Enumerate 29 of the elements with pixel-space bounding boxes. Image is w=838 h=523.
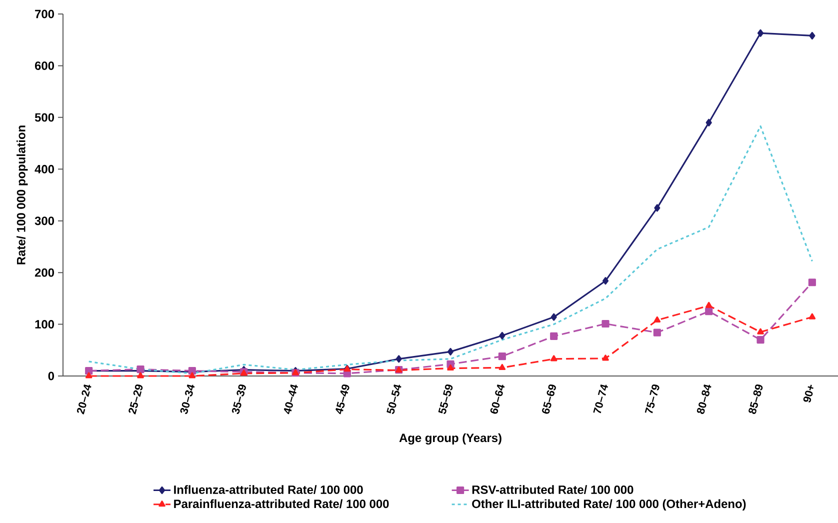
y-tick-label: 300 <box>34 216 54 226</box>
x-tick-label: 40–44 <box>284 384 298 414</box>
x-tick-label: 45–49 <box>336 384 350 414</box>
y-tick-label: 100 <box>35 320 54 329</box>
x-tick-label: 30–34 <box>180 384 195 414</box>
y-tick-label: 600 <box>34 61 54 70</box>
x-tick-label: 85–89 <box>748 384 763 414</box>
y-axis-title: Rate/ 100 000 population <box>16 126 28 264</box>
y-tick-label: 0 <box>48 372 54 380</box>
x-tick-label: 75–79 <box>644 384 660 414</box>
legend-label: Parainfluenza-attributed Rate/ 100 000 <box>174 499 389 508</box>
x-tick-label: 50–54 <box>386 384 402 414</box>
x-tick-label: 20–24 <box>76 384 92 414</box>
y-tick-label: 700 <box>35 10 54 18</box>
x-axis-title: Age group (Years) <box>399 433 502 445</box>
x-tick-label: 35–39 <box>232 384 246 414</box>
legend-label: Influenza-attributed Rate/ 100 000 <box>174 485 363 494</box>
y-tick-label: 200 <box>34 268 54 277</box>
x-tick-label: 25–29 <box>128 384 143 414</box>
y-tick-label: 500 <box>34 113 54 122</box>
x-tick-label: 65–69 <box>542 384 556 414</box>
x-tick-label: 80–84 <box>696 384 712 414</box>
legend-label: Other ILI-attributed Rate/ 100 000 (Other+Adeno) <box>472 499 746 510</box>
legend-label: RSV-attributed Rate/ 100 000 <box>472 485 634 494</box>
x-tick-label: 55–59 <box>438 384 453 414</box>
x-tick-label: 60–64 <box>490 384 505 414</box>
y-tick-label: 400 <box>34 164 54 174</box>
x-tick-label: 70–74 <box>593 384 608 414</box>
x-tick-label: 90+ <box>803 384 814 402</box>
